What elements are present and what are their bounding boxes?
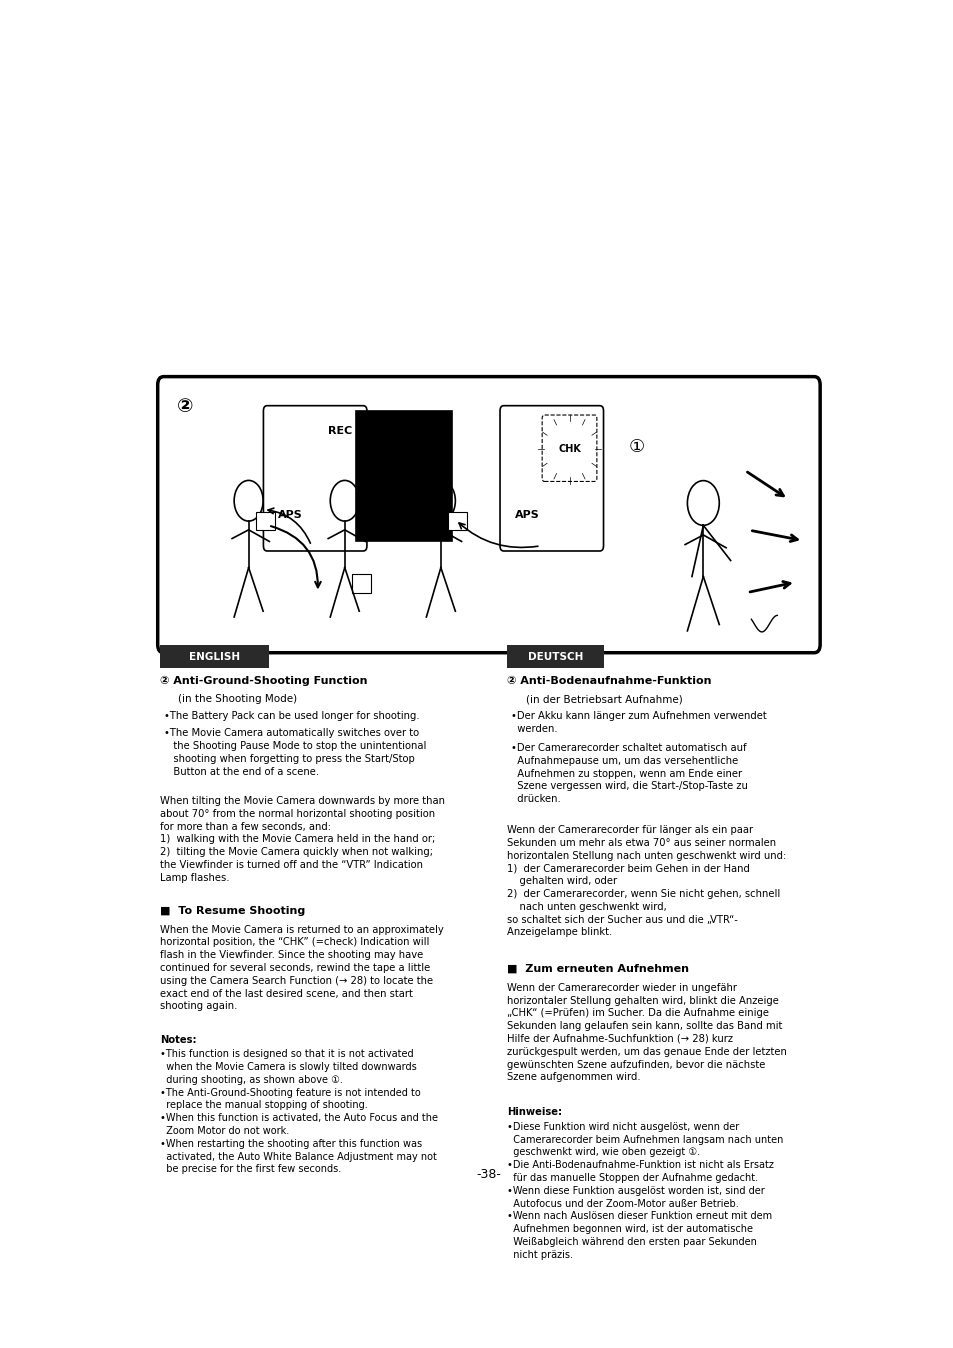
Text: •Diese Funktion wird nicht ausgelöst, wenn der
  Camerarecorder beim Aufnehmen l: •Diese Funktion wird nicht ausgelöst, we… <box>507 1122 783 1260</box>
FancyBboxPatch shape <box>499 406 603 551</box>
Bar <box>448 512 466 530</box>
Text: ② Anti-Bodenaufnahme-Funktion: ② Anti-Bodenaufnahme-Funktion <box>507 675 711 686</box>
Bar <box>352 574 371 593</box>
Text: APS: APS <box>515 510 539 520</box>
FancyBboxPatch shape <box>157 376 820 652</box>
Text: Notes:: Notes: <box>160 1035 196 1045</box>
Bar <box>160 646 269 669</box>
Text: •Der Camerarecorder schaltet automatisch auf
  Aufnahmepause um, um das versehen: •Der Camerarecorder schaltet automatisch… <box>511 743 747 805</box>
Text: When tilting the Movie Camera downwards by more than
about 70° from the normal h: When tilting the Movie Camera downwards … <box>160 795 444 883</box>
Text: ■  Zum erneuten Aufnehmen: ■ Zum erneuten Aufnehmen <box>507 964 689 975</box>
Text: DEUTSCH: DEUTSCH <box>527 652 582 662</box>
Bar <box>355 411 452 541</box>
Text: Hinweise:: Hinweise: <box>507 1107 562 1117</box>
Text: APS: APS <box>278 510 303 520</box>
Text: ENGLISH: ENGLISH <box>189 652 240 662</box>
Text: (in der Betriebsart Aufnahme): (in der Betriebsart Aufnahme) <box>525 694 682 704</box>
Text: •The Battery Pack can be used longer for shooting.: •The Battery Pack can be used longer for… <box>164 710 418 721</box>
Text: REC: REC <box>328 426 352 437</box>
Text: ② Anti-Ground-Shooting Function: ② Anti-Ground-Shooting Function <box>160 675 367 686</box>
Text: Wenn der Camerarecorder für länger als ein paar
Sekunden um mehr als etwa 70° au: Wenn der Camerarecorder für länger als e… <box>507 825 786 937</box>
Bar <box>507 646 603 669</box>
Text: When the Movie Camera is returned to an approximately
horizontal position, the “: When the Movie Camera is returned to an … <box>160 925 443 1011</box>
Text: •Der Akku kann länger zum Aufnehmen verwendet
  werden.: •Der Akku kann länger zum Aufnehmen verw… <box>511 710 766 733</box>
Text: •This function is designed so that it is not activated
  when the Movie Camera i: •This function is designed so that it is… <box>160 1049 437 1174</box>
FancyBboxPatch shape <box>541 415 597 481</box>
FancyBboxPatch shape <box>263 406 367 551</box>
Text: •The Movie Camera automatically switches over to
   the Shooting Pause Mode to s: •The Movie Camera automatically switches… <box>164 728 426 776</box>
Text: ■  To Resume Shooting: ■ To Resume Shooting <box>160 906 305 917</box>
Text: CHK: CHK <box>558 445 580 454</box>
Text: ①: ① <box>628 438 644 456</box>
Bar <box>255 512 274 530</box>
Text: ②: ② <box>176 398 193 417</box>
Text: Wenn der Camerarecorder wieder in ungefähr
horizontaler Stellung gehalten wird, : Wenn der Camerarecorder wieder in ungefä… <box>507 983 786 1082</box>
Text: (in the Shooting Mode): (in the Shooting Mode) <box>178 694 297 704</box>
Text: -38-: -38- <box>476 1167 501 1181</box>
